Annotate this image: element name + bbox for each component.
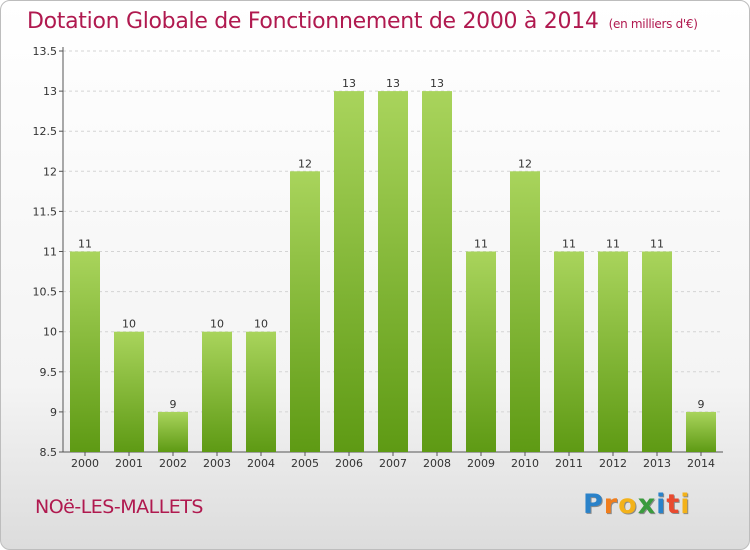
x-tick-label: 2005 [291, 457, 319, 470]
x-tick-label: 2012 [599, 457, 627, 470]
logo-letter: P [583, 489, 604, 520]
chart-unit: (en milliers d'€) [608, 17, 698, 31]
y-tick-label: 11 [43, 246, 57, 259]
logo-letter: i [680, 489, 691, 520]
logo-letter: t [666, 489, 681, 520]
bar [202, 331, 232, 452]
bar-value-label: 10 [254, 318, 268, 331]
y-tick-label: 11.5 [33, 205, 58, 218]
bar-value-label: 13 [342, 77, 356, 90]
y-tick-label: 8.5 [40, 446, 58, 459]
bar [598, 251, 628, 452]
x-tick-label: 2002 [159, 457, 187, 470]
bar-value-label: 11 [562, 238, 576, 251]
bar-value-label: 10 [210, 318, 224, 331]
x-tick-label: 2001 [115, 457, 143, 470]
y-tick-label: 10 [43, 326, 57, 339]
bar [378, 91, 408, 452]
y-tick-label: 13 [43, 85, 57, 98]
x-tick-label: 2009 [467, 457, 495, 470]
x-tick-label: 2013 [643, 457, 671, 470]
bar-value-label: 11 [650, 238, 664, 251]
bar [642, 251, 672, 452]
y-tick-label: 9 [50, 406, 57, 419]
commune-name: NOë-LES-MALLETS [35, 496, 203, 518]
x-tick-label: 2000 [71, 457, 99, 470]
bar [510, 171, 540, 453]
x-tick-label: 2010 [511, 457, 539, 470]
x-tick-label: 2011 [555, 457, 583, 470]
logo-letter: o [618, 489, 638, 520]
x-tick-label: 2008 [423, 457, 451, 470]
bar [114, 331, 144, 452]
bar-value-label: 12 [298, 157, 312, 170]
bar-value-label: 13 [430, 77, 444, 90]
x-tick-label: 2007 [379, 457, 407, 470]
y-tick-label: 12 [43, 165, 57, 178]
logo-letter: r [603, 489, 619, 520]
x-tick-label: 2003 [203, 457, 231, 470]
y-tick-label: 12.5 [33, 125, 58, 138]
bar [334, 91, 364, 452]
x-tick-label: 2014 [687, 457, 715, 470]
bar [290, 171, 320, 453]
bar-value-label: 10 [122, 318, 136, 331]
bar [70, 251, 100, 452]
bar-value-label: 12 [518, 157, 532, 170]
logo-letter: x [637, 489, 657, 520]
x-tick-label: 2006 [335, 457, 363, 470]
y-tick-label: 10.5 [33, 286, 58, 299]
y-tick-label: 9.5 [40, 366, 58, 379]
y-tick-label: 13.5 [33, 45, 58, 58]
bar [686, 411, 716, 452]
bar-value-label: 13 [386, 77, 400, 90]
bar-value-label: 11 [78, 238, 92, 251]
bar [466, 251, 496, 452]
bar-value-label: 11 [606, 238, 620, 251]
logo-letter: i [656, 489, 667, 520]
bar-value-label: 11 [474, 238, 488, 251]
chart-title: Dotation Globale de Fonctionnement de 20… [27, 9, 698, 34]
x-tick-label: 2004 [247, 457, 275, 470]
proxiti-logo[interactable]: Proxiti [583, 489, 691, 520]
chart-title-text: Dotation Globale de Fonctionnement de 20… [27, 9, 599, 34]
bar [158, 411, 188, 452]
bar [422, 91, 452, 452]
bar [246, 331, 276, 452]
bar-value-label: 9 [698, 398, 705, 411]
bar [554, 251, 584, 452]
bar-value-label: 9 [170, 398, 177, 411]
